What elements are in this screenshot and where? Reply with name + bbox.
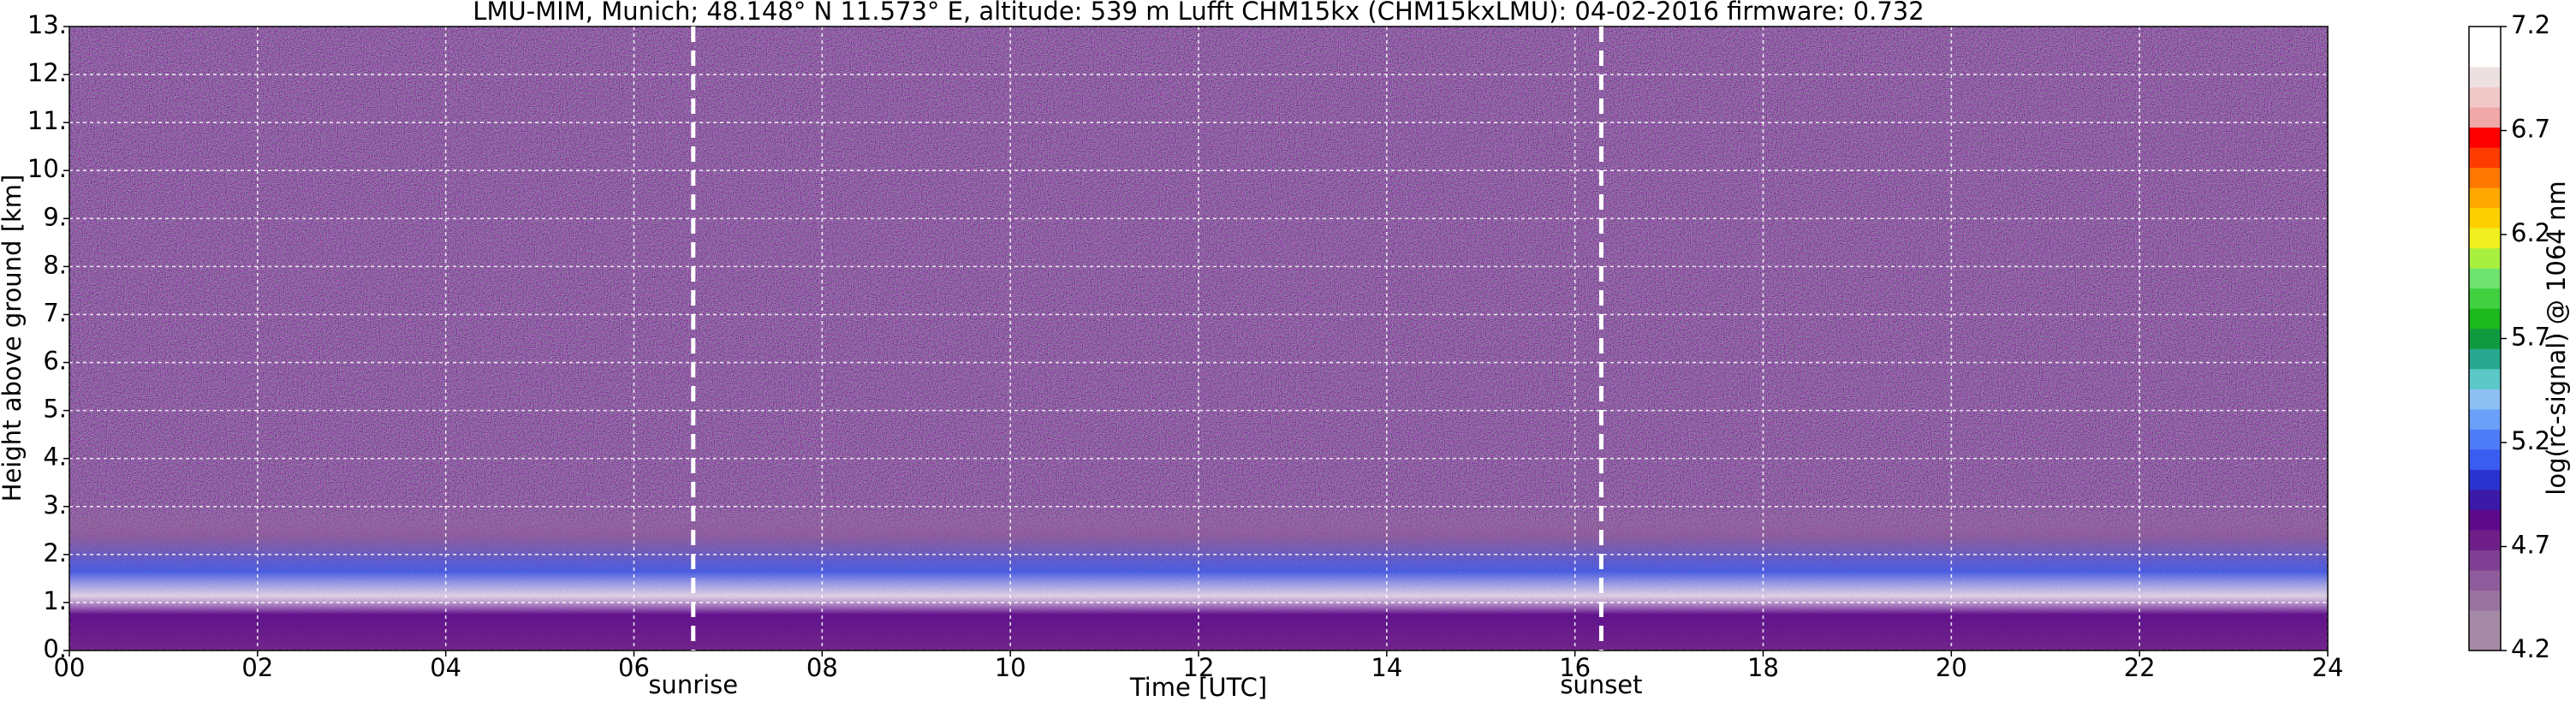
colorbar-segment	[2469, 449, 2501, 470]
colorbar-label: log(rc-signal) @ 1064 nm	[2542, 181, 2571, 495]
colorbar-segment	[2469, 609, 2501, 631]
colorbar-segment	[2469, 550, 2501, 571]
colorbar-segment	[2469, 469, 2501, 490]
colorbar-tick-label: 7.2	[2511, 10, 2550, 39]
colorbar-segment	[2469, 247, 2501, 269]
colorbar-segment	[2469, 147, 2501, 169]
colorbar-segment	[2469, 509, 2501, 531]
y-tick-label: 10.	[27, 154, 67, 183]
x-tick-label: 08	[806, 653, 838, 682]
x-tick-label: 14	[1371, 653, 1402, 682]
y-tick-label: 0.	[43, 634, 67, 663]
colorbar-segment	[2469, 308, 2501, 330]
y-tick-label: 2.	[43, 538, 67, 567]
y-tick-label: 4.	[43, 443, 67, 472]
colorbar-tick-label: 5.7	[2511, 323, 2550, 352]
boundary-layer-shading	[69, 507, 2328, 651]
colorbar-tick-label: 4.7	[2511, 531, 2550, 560]
colorbar-segment	[2469, 127, 2501, 148]
colorbar-segment	[2469, 529, 2501, 550]
x-tick-label: 20	[1936, 653, 1967, 682]
colorbar-segment	[2469, 489, 2501, 510]
x-tick-label: 24	[2312, 653, 2344, 682]
colorbar-tick-label: 5.2	[2511, 426, 2550, 455]
colorbar-segment	[2469, 207, 2501, 229]
y-tick-label: 3.	[43, 490, 67, 520]
colorbar-segment	[2469, 288, 2501, 309]
y-tick-label: 12.	[27, 58, 67, 87]
colorbar-segment	[2469, 67, 2501, 88]
x-tick-label: 04	[430, 653, 461, 682]
y-tick-label: 13.	[27, 10, 67, 39]
x-tick-label: 16	[1559, 653, 1591, 682]
y-tick-label: 1.	[43, 586, 67, 615]
x-tick-label: 00	[54, 653, 86, 682]
colorbar-segment	[2469, 187, 2501, 209]
colorbar-segment	[2469, 107, 2501, 128]
colorbar-segment	[2469, 569, 2501, 591]
y-tick-label: 7.	[43, 298, 67, 327]
annotation-label: sunset	[1560, 670, 1642, 699]
colorbar-segment	[2469, 268, 2501, 289]
colorbar-segment	[2469, 630, 2501, 651]
y-tick-label: 8.	[43, 250, 67, 279]
x-tick-label: 22	[2124, 653, 2156, 682]
x-tick-label: 06	[618, 653, 650, 682]
colorbar-segment	[2469, 429, 2501, 450]
colorbar-segment	[2469, 27, 2501, 48]
y-tick-label: 5.	[43, 395, 67, 424]
x-tick-label: 02	[241, 653, 273, 682]
x-axis-label: Time [UTC]	[1129, 673, 1267, 702]
colorbar-segment	[2469, 167, 2501, 188]
colorbar-segment	[2469, 86, 2501, 108]
colorbar-segment	[2469, 590, 2501, 611]
colorbar-tick-label: 6.7	[2511, 115, 2550, 144]
y-tick-label: 6.	[43, 347, 67, 376]
colorbar-segment	[2469, 368, 2501, 389]
y-tick-label: 11.	[27, 106, 67, 135]
annotation-label: sunrise	[648, 670, 738, 699]
colorbar-segment	[2469, 46, 2501, 68]
x-tick-label: 12	[1183, 653, 1215, 682]
colorbar-segment	[2469, 348, 2501, 370]
colorbar-segment	[2469, 328, 2501, 349]
colorbar-segment	[2469, 408, 2501, 430]
y-tick-label: 9.	[43, 202, 67, 231]
colorbar-tick-label: 4.2	[2511, 634, 2550, 663]
colorbar-segment	[2469, 389, 2501, 410]
y-axis-label: Height above ground [km]	[0, 175, 27, 502]
colorbar-tick-label: 6.2	[2511, 218, 2550, 247]
x-tick-label: 10	[995, 653, 1026, 682]
x-tick-label: 18	[1747, 653, 1779, 682]
chart-title: LMU-MIM, Munich; 48.148° N 11.573° E, al…	[473, 0, 1924, 26]
colorbar-segment	[2469, 228, 2501, 249]
